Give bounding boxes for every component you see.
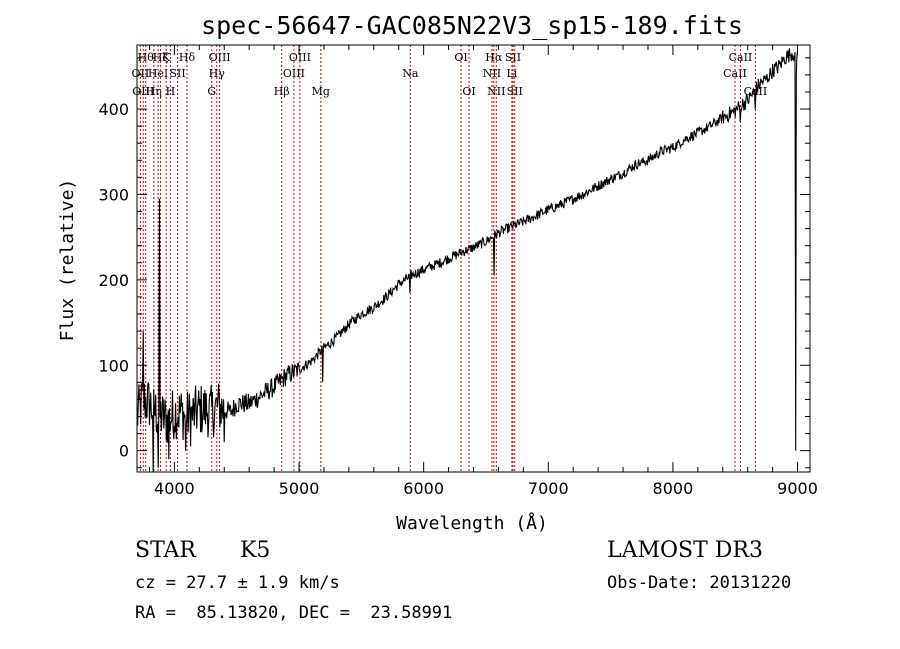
spectral-line-label: OIII [289, 51, 311, 64]
object-class: STAR [135, 538, 196, 563]
spectral-line-label: SII [170, 67, 186, 80]
axis-ticks: 4000 5000 6000 7000 8000 9000 0 100 200 300 400 [98, 45, 818, 498]
y-tick-label: 0 [119, 442, 129, 461]
spectral-line-label: NII [483, 67, 501, 80]
y-tick-label: 100 [98, 356, 129, 375]
spectral-line-label: CaII [723, 67, 747, 80]
spectral-line-label: NII [487, 85, 505, 98]
spectral-line-label: G [207, 85, 216, 98]
spectral-line-label: OIII [132, 85, 154, 98]
plot-frame [136, 44, 811, 473]
spectral-line-label: Mg [312, 85, 330, 98]
y-tick-label: 200 [98, 271, 129, 290]
spectral-line-label: Hδ [179, 51, 196, 64]
chart-title: spec-56647-GAC085N22V3_sp15-189.fits [201, 11, 743, 40]
x-tick-label: 7000 [528, 479, 569, 498]
spectrum-chart: spec-56647-GAC085N22V3_sp15-189.fits OII… [57, 11, 818, 534]
spectral-line-label: SII [507, 85, 523, 98]
spectral-line-label: Hγ [209, 67, 226, 80]
ra-dec-coordinates: RA = 85.13820, DEC = 23.58991 [135, 603, 453, 623]
spectrum-line [136, 48, 799, 473]
x-tick-label: 9000 [777, 479, 818, 498]
y-axis-label: Flux (relative) [57, 179, 78, 342]
x-tick-label: 5000 [279, 479, 320, 498]
spectral-line-label: H [166, 85, 176, 98]
spectral-line-label: K [162, 51, 171, 64]
spectral-line-label: Li [506, 67, 517, 80]
spectral-line-label: HeI [148, 67, 168, 80]
observation-date: Obs-Date: 20131220 [607, 573, 792, 593]
spectral-line-label: OIII [283, 67, 305, 80]
x-tick-label: 6000 [403, 479, 444, 498]
spectral-line-label: Na [402, 67, 419, 80]
spectral-line-label: Hβ [274, 85, 290, 98]
spectral-line-label: OII [132, 67, 150, 80]
spectral-line-label: Hθ [138, 51, 155, 64]
spectrum-layer [136, 48, 799, 473]
spectral-line-label: Hη [146, 85, 162, 98]
spectral-line-label: OI [462, 85, 475, 98]
x-tick-label: 8000 [653, 479, 694, 498]
survey-name: LAMOST DR3 [607, 538, 763, 563]
line-markers: OII OIII Hθ Hη HeI HζK H SII Hδ G Hγ OIII Hβ OIII OIII… [132, 45, 767, 472]
spectral-line-label: Hζ [153, 51, 169, 64]
spectral-line-label: OIII [209, 51, 231, 64]
spectral-line-label: SII [505, 51, 521, 64]
y-tick-label: 400 [98, 100, 129, 119]
spectral-line-label: OI [454, 51, 467, 64]
redshift-velocity: cz = 27.7 ± 1.9 km/s [135, 573, 340, 593]
x-tick-label: 4000 [154, 479, 195, 498]
spectral-line-label: CaII [729, 51, 753, 64]
y-tick-label: 300 [98, 185, 129, 204]
object-subclass: K5 [240, 538, 271, 563]
x-axis-label: Wavelength (Å) [396, 512, 548, 534]
spectral-line-label: Hα [485, 51, 503, 64]
